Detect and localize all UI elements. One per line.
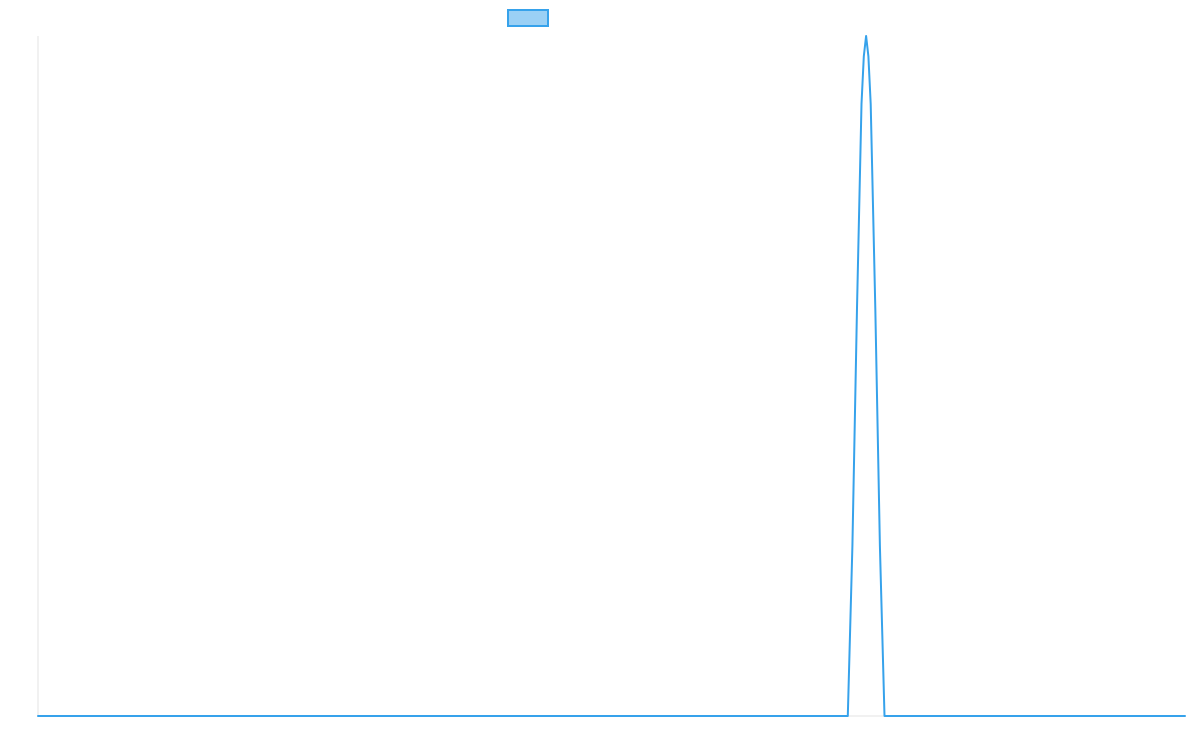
legend: [507, 9, 549, 27]
legend-swatch-series-1[interactable]: [507, 9, 549, 27]
plot-area: [37, 35, 1186, 717]
axes: [37, 36, 1185, 717]
series-line-1: [37, 35, 1186, 717]
